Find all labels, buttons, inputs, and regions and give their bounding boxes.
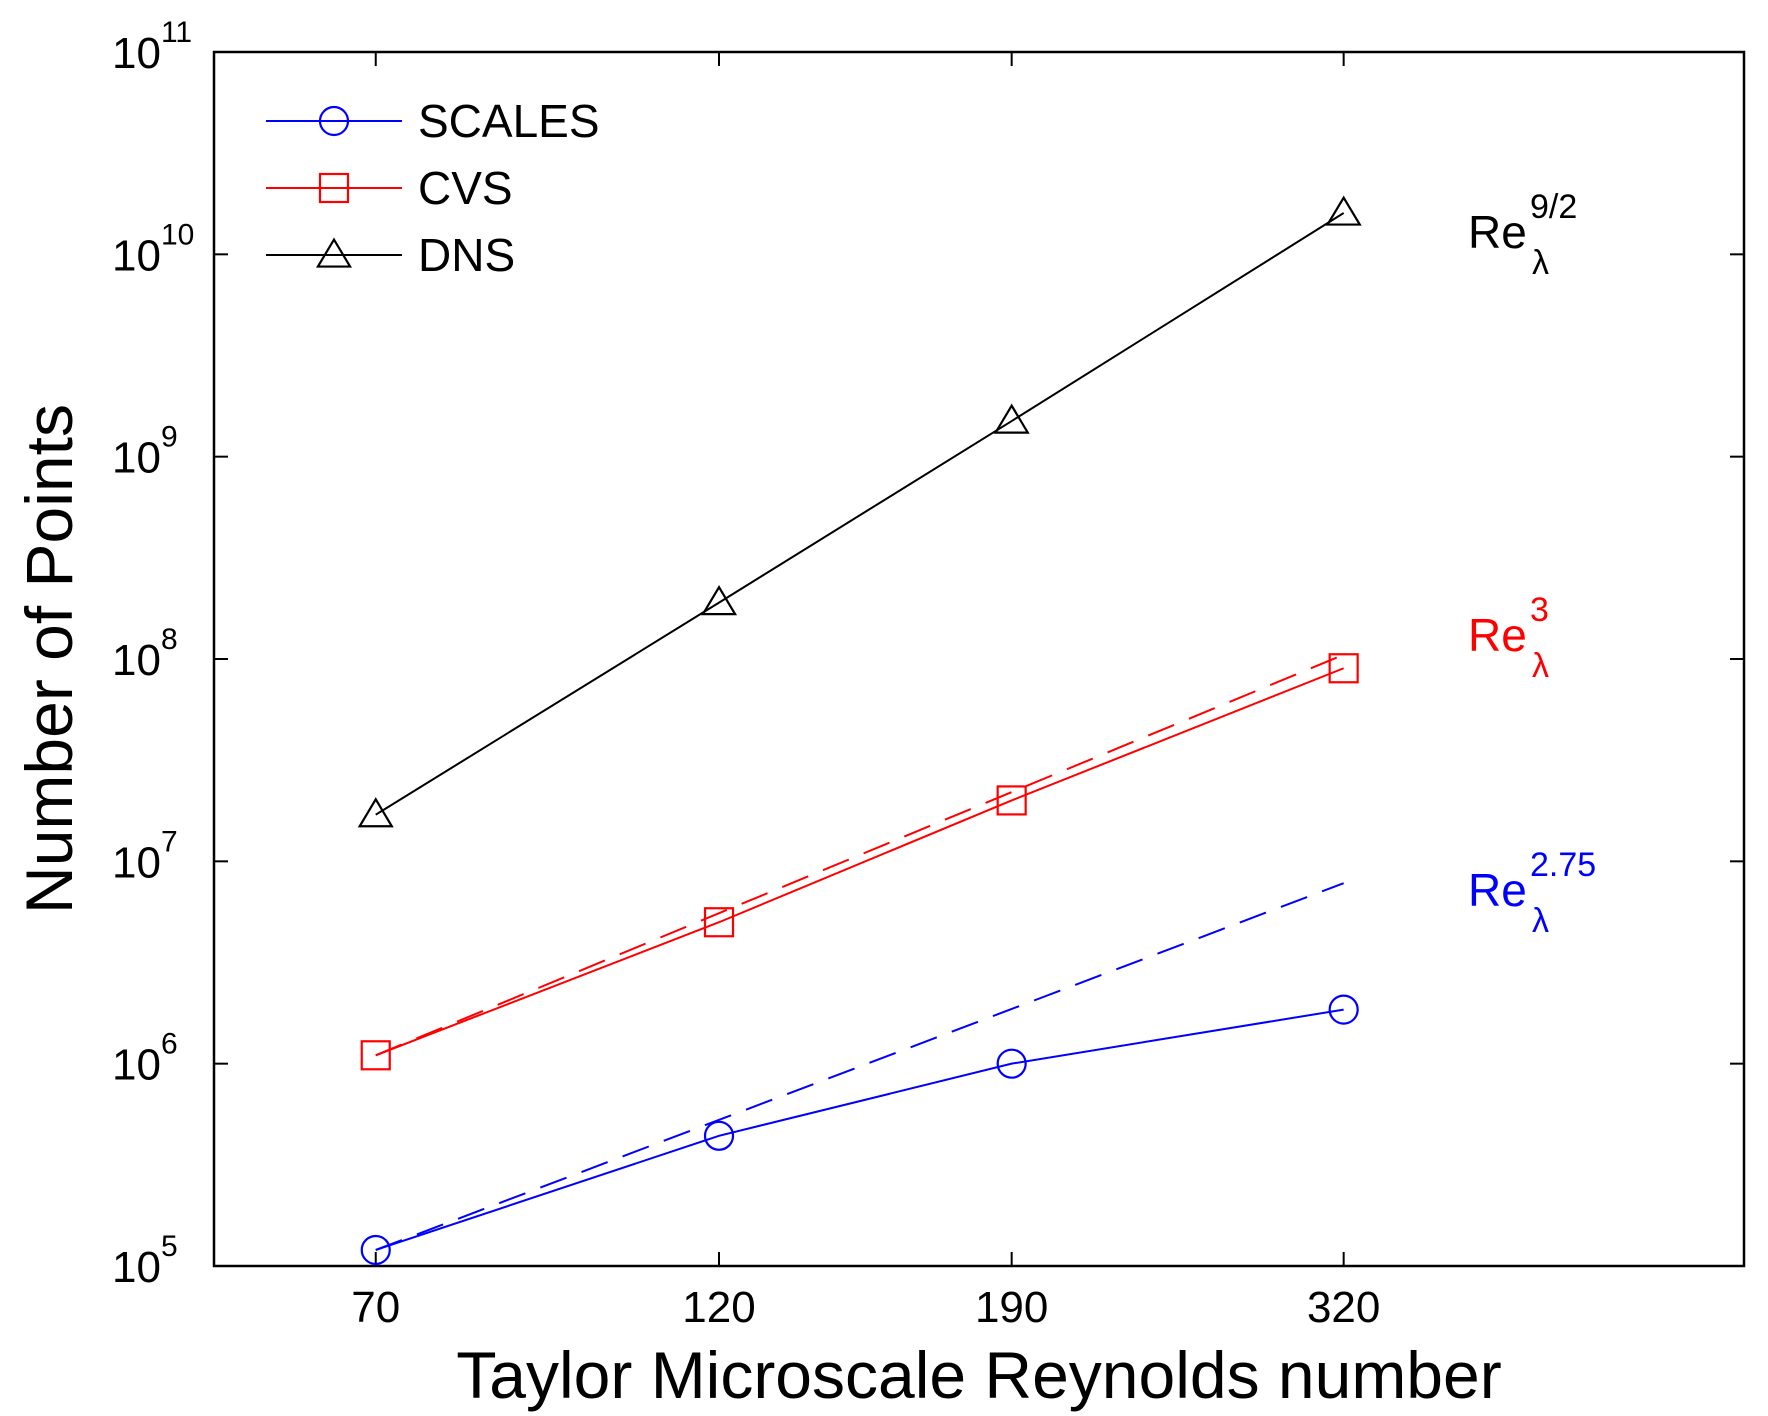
point-dns [700,585,738,616]
y-tick-exponent: 11 [161,16,192,49]
legend-marker-dns [315,237,353,268]
y-tick-label: 1011 [112,16,192,78]
annotation-base: Re [1468,609,1527,661]
series-scales [360,994,1359,1266]
y-tick-label: 107 [112,825,178,887]
legend-marker-cvs [318,172,350,204]
x-tick-label: 70 [351,1283,400,1332]
fit-lines [375,653,1345,1251]
annotation-subscript: λ [1532,647,1549,685]
legend-label-dns: DNS [418,229,515,281]
series-line-cvs [375,667,1345,1057]
point-dns [1325,195,1362,226]
x-tick-label: 120 [682,1283,755,1332]
legend-marker-scales [318,105,350,137]
annotation-exponent: 3 [1530,591,1549,629]
y-axis-title: Number of Points [12,404,86,914]
x-axis-title: Taylor Microscale Reynolds number [456,1338,1501,1412]
y-tick-label: 105 [112,1230,178,1292]
annotation-subscript: λ [1532,244,1549,282]
annotation-subscript: λ [1532,902,1549,940]
legend-entry-scales: SCALES [266,95,600,147]
legend-entry-cvs: CVS [266,162,513,214]
annotation-re-lambda: Re 3 λ [1468,591,1549,685]
series-dns [357,195,1362,828]
x-tick-label: 190 [975,1283,1048,1332]
point-scales [1328,994,1359,1025]
fit-line-scales [375,882,1345,1251]
x-tick-label: 320 [1307,1283,1380,1332]
annotation-re-lambda: Re 9/2 λ [1468,188,1577,282]
annotation-base: Re [1468,206,1527,258]
legend-entry-dns: DNS [266,229,515,281]
legend-label-cvs: CVS [418,162,513,214]
y-tick-exponent: 5 [161,1230,178,1263]
point-dns [993,403,1030,434]
annotation-exponent: 9/2 [1530,188,1577,226]
y-tick-label: 1010 [112,218,194,280]
annotation-re-lambda: Re 2.75 λ [1468,846,1596,940]
y-tick-exponent: 9 [161,421,178,454]
point-scales [996,1048,1027,1079]
series-line-scales [375,1008,1344,1251]
point-dns [357,797,394,828]
tick-marks [214,51,1744,1267]
y-tick-exponent: 7 [161,825,178,858]
point-scales [360,1234,391,1266]
y-tick-label: 106 [112,1028,178,1090]
plot-area [212,50,1746,1268]
legend: SCALES CVS DNS [266,95,600,281]
point-cvs [996,785,1027,816]
annotation-base: Re [1468,864,1527,916]
y-tick-label: 109 [112,421,178,483]
y-tick-exponent: 10 [161,218,194,251]
point-cvs [360,1040,391,1071]
y-tick-exponent: 8 [161,623,178,656]
point-cvs [703,907,735,938]
x-tick-labels: 70 120 190 320 [351,1283,1380,1332]
series-cvs [360,653,1359,1071]
y-tick-label: 108 [112,623,178,685]
point-cvs [1328,653,1359,684]
data-series [357,195,1362,1266]
series-line-dns [375,212,1345,816]
point-scales [703,1120,735,1151]
y-tick-exponent: 6 [161,1028,178,1061]
legend-label-scales: SCALES [418,95,600,147]
annotation-exponent: 2.75 [1530,846,1596,884]
